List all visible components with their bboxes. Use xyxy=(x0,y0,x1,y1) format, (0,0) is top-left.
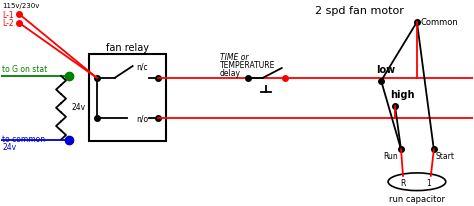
Text: 1: 1 xyxy=(427,178,431,187)
Bar xyxy=(89,55,166,141)
Text: 2 spd fan motor: 2 spd fan motor xyxy=(315,6,403,16)
Text: delay: delay xyxy=(220,69,241,78)
Text: Run: Run xyxy=(383,152,398,160)
Text: L-1: L-1 xyxy=(2,11,14,20)
Text: Start: Start xyxy=(436,152,455,160)
Text: L-2: L-2 xyxy=(2,19,14,28)
Text: TIME or: TIME or xyxy=(220,53,248,62)
Text: low: low xyxy=(376,65,395,75)
Text: Common: Common xyxy=(421,18,459,27)
Text: n/c: n/c xyxy=(137,62,148,71)
Text: R: R xyxy=(401,178,406,187)
Text: run capacitor: run capacitor xyxy=(389,194,445,202)
Text: n/o: n/o xyxy=(137,114,149,123)
Text: to common: to common xyxy=(2,134,46,143)
Text: 24v: 24v xyxy=(2,142,17,151)
Text: high: high xyxy=(390,90,415,100)
Text: TEMPERATURE: TEMPERATURE xyxy=(220,61,275,70)
Text: 115v/230v: 115v/230v xyxy=(2,3,40,9)
Text: 24v: 24v xyxy=(72,102,86,111)
Text: fan relay: fan relay xyxy=(106,43,149,53)
Text: to G on stat: to G on stat xyxy=(2,65,47,74)
